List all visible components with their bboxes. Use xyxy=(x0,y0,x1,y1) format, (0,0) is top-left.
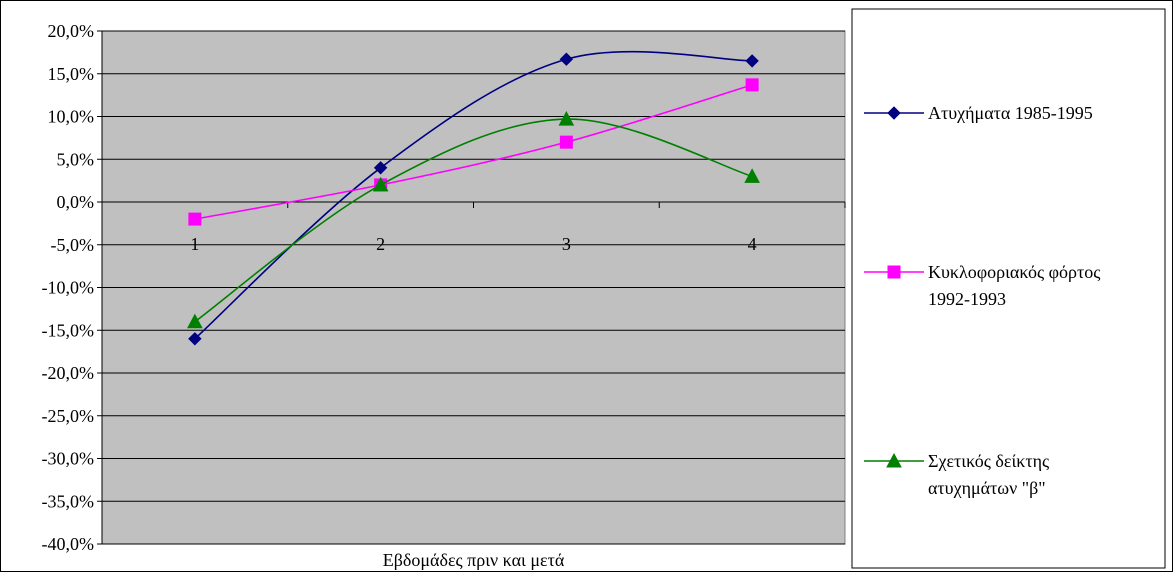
data-point xyxy=(559,52,574,66)
x-tick-label: 1 xyxy=(190,234,199,254)
y-tick-label: 20,0% xyxy=(48,21,95,41)
series-lines xyxy=(187,50,760,346)
y-tick-label: -40,0% xyxy=(42,534,95,554)
legend-entry-1: Ατυχήματα 1985-1995 xyxy=(864,103,1093,123)
data-point xyxy=(188,332,202,346)
legend-label: ατυχημάτων "β" xyxy=(928,478,1046,498)
y-tick-label: 10,0% xyxy=(48,107,95,127)
legend-marker xyxy=(887,265,901,279)
legend-box xyxy=(851,8,1166,569)
data-point xyxy=(745,78,759,92)
legend-label: 1992-1993 xyxy=(928,289,1006,309)
y-tick-label: 15,0% xyxy=(48,64,95,84)
data-point xyxy=(559,135,573,149)
y-tick-label: -5,0% xyxy=(51,235,95,255)
data-point xyxy=(744,168,760,183)
data-point xyxy=(558,111,575,126)
series-2 xyxy=(188,78,759,226)
y-axis-tick-labels: 20,0% 15,0% 10,0% 5,0% 0,0% -5,0% -10,0% -15,0%… xyxy=(42,21,95,554)
series-1 xyxy=(188,50,759,346)
y-tick-label: -20,0% xyxy=(42,363,95,383)
series-line xyxy=(194,50,753,340)
data-point xyxy=(187,313,203,329)
series-line xyxy=(194,118,753,323)
y-tick-label: -10,0% xyxy=(42,278,95,298)
y-tick-label: -30,0% xyxy=(42,449,95,469)
legend-label: Ατυχήματα 1985-1995 xyxy=(928,103,1093,123)
x-axis-label: Εβδομάδες πριν και μετά xyxy=(383,550,565,570)
x-axis-tick-labels: 1 2 3 4 xyxy=(190,234,756,254)
y-tick-label: -35,0% xyxy=(42,491,95,511)
series-3 xyxy=(187,111,760,329)
data-point xyxy=(188,212,202,226)
legend-marker xyxy=(887,106,901,120)
y-tick-label: 0,0% xyxy=(57,192,95,212)
x-tick-label: 2 xyxy=(376,234,385,254)
y-tick-label: 5,0% xyxy=(57,149,95,169)
y-tick-label: -25,0% xyxy=(42,406,95,426)
series-line xyxy=(194,84,753,220)
x-tick-label: 3 xyxy=(562,234,571,254)
data-point xyxy=(372,176,389,192)
legend-entry-3: Σχετικός δείκτης ατυχημάτων "β" xyxy=(864,451,1049,498)
data-point xyxy=(745,54,759,68)
x-tick-label: 4 xyxy=(748,234,757,254)
legend: Ατυχήματα 1985-1995 Κυκλοφοριακός φόρτος 1… xyxy=(864,103,1100,498)
data-point xyxy=(373,161,388,175)
legend-entry-2: Κυκλοφοριακός φόρτος 1992-1993 xyxy=(864,262,1100,309)
legend-marker xyxy=(886,452,902,468)
y-tick-label: -15,0% xyxy=(42,320,95,340)
legend-label: Κυκλοφοριακός φόρτος xyxy=(928,262,1100,282)
legend-label: Σχετικός δείκτης xyxy=(928,451,1049,471)
